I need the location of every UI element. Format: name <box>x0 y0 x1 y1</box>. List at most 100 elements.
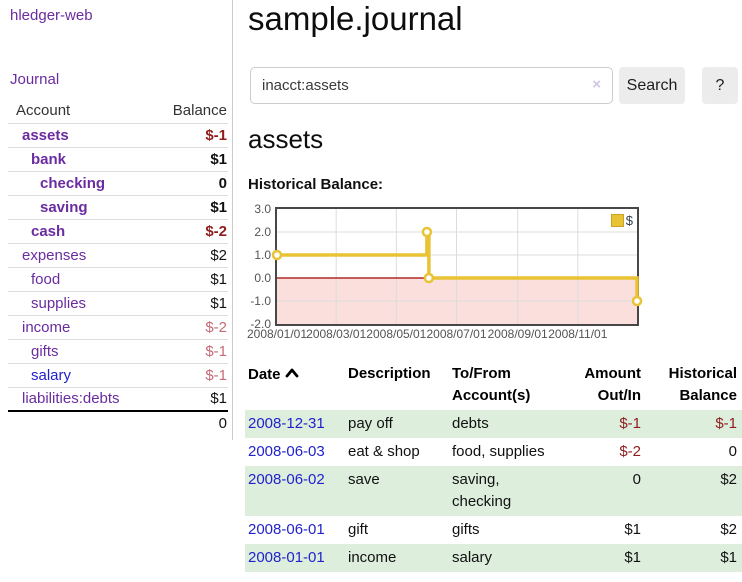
accounts-total-value: 0 <box>155 410 228 435</box>
register-description-cell: gift <box>348 521 369 538</box>
search-input[interactable] <box>250 67 613 104</box>
x-axis-tick-label: 2008/09/01 <box>487 327 548 341</box>
transaction-date-link[interactable]: 2008-06-02 <box>248 471 325 488</box>
accounts-col-balance: Balance <box>172 102 227 120</box>
register-col-balance: Historical Balance <box>668 365 737 404</box>
account-name-cell: cash <box>8 218 156 243</box>
register-accounts-cell: salary <box>449 544 560 572</box>
transaction-date-link[interactable]: 2008-01-01 <box>248 549 325 566</box>
chart-canvas <box>271 209 643 324</box>
account-balance: $1 <box>155 266 228 291</box>
chart-legend: $ <box>609 212 634 229</box>
register-row[interactable]: 2008-06-02 save saving, checking 0 $2 <box>245 466 742 516</box>
account-balance: 0 <box>155 170 228 195</box>
register-row[interactable]: 2008-06-03 eat & shop food, supplies $-2 0 <box>245 438 742 466</box>
legend-label: $ <box>625 213 633 228</box>
account-row: food $1 <box>8 266 228 291</box>
account-name-cell: bank <box>8 146 156 171</box>
register-col-amount: Amount Out/In <box>584 365 641 404</box>
y-axis-tick-label: 2.0 <box>254 225 271 239</box>
register-description-cell: pay off <box>345 410 449 438</box>
search-button[interactable]: Search <box>619 67 685 104</box>
register-date-cell: 2008-06-03 <box>245 438 345 466</box>
y-axis-tick-label: 1.0 <box>254 248 271 262</box>
register-row[interactable]: 2008-06-01 gift gifts $1 $2 <box>245 516 742 544</box>
x-axis-tick-label: 2008/03/01 <box>306 327 367 341</box>
register-row[interactable]: 2008-01-01 income salary $1 $1 <box>245 544 742 572</box>
account-balance: $1 <box>155 386 228 411</box>
register-balance-cell: $1 <box>646 544 742 572</box>
register-col-date[interactable]: Date <box>245 360 345 410</box>
account-link[interactable]: expenses <box>22 246 87 264</box>
account-name-cell: gifts <box>8 338 156 363</box>
register-balance-cell: $2 <box>720 521 737 538</box>
account-name-cell: liabilities:debts <box>8 386 156 411</box>
y-axis-tick-label: 3.0 <box>254 202 271 216</box>
account-balance: $1 <box>155 146 228 171</box>
account-link[interactable]: income <box>22 318 71 336</box>
accounts-total-spacer <box>8 410 156 435</box>
register-header-row: Date Description To/From Account(s) Amou… <box>245 360 742 410</box>
page-title: sample.journal <box>248 0 463 37</box>
register-accounts-cell: saving, checking <box>449 466 560 516</box>
y-axis-tick-label: 0.0 <box>254 271 271 285</box>
account-link[interactable]: checking <box>40 174 106 192</box>
account-balance: $-2 <box>155 314 228 339</box>
account-row: liabilities:debts $1 <box>8 386 228 411</box>
clear-search-icon[interactable]: × <box>592 76 601 93</box>
transaction-date-link[interactable]: 2008-12-31 <box>248 415 325 432</box>
account-row: gifts $-1 <box>8 338 228 363</box>
account-name-cell: checking <box>8 170 156 195</box>
account-row: cash $-2 <box>8 218 228 243</box>
account-balance: $1 <box>155 290 228 315</box>
help-button[interactable]: ? <box>702 67 738 104</box>
register-balance-cell: 0 <box>728 443 737 460</box>
register-date-cell: 2008-12-31 <box>245 410 345 438</box>
account-link[interactable]: supplies <box>31 294 87 312</box>
account-row: saving $1 <box>8 194 228 219</box>
account-name-cell: assets <box>8 122 156 147</box>
app-title-link[interactable]: hledger-web <box>10 7 93 24</box>
account-name-cell: saving <box>8 194 156 219</box>
register-amount-cell: $1 <box>560 544 646 572</box>
account-row: salary $-1 <box>8 362 228 387</box>
transaction-date-link[interactable]: 2008-06-01 <box>248 521 325 538</box>
register-accounts-cell: debts <box>449 410 560 438</box>
register-description-cell: eat & shop <box>348 443 420 460</box>
account-name-cell: salary <box>8 362 156 387</box>
account-link[interactable]: cash <box>31 222 66 240</box>
data-point-marker <box>421 226 433 238</box>
account-link[interactable]: liabilities:debts <box>22 390 120 408</box>
account-link[interactable]: gifts <box>31 342 59 360</box>
chart-plot-area: $ <box>271 207 643 326</box>
data-point-marker <box>271 249 283 261</box>
register-amount-cell: $-2 <box>619 443 641 460</box>
account-link[interactable]: saving <box>40 198 88 216</box>
register-description-cell: save <box>345 466 449 516</box>
register-table: Date Description To/From Account(s) Amou… <box>245 360 742 572</box>
account-row: checking 0 <box>8 170 228 195</box>
account-balance: $2 <box>155 242 228 267</box>
y-axis-tick-label: -1.0 <box>250 294 271 308</box>
account-row: bank $1 <box>8 146 228 171</box>
account-name-cell: supplies <box>8 290 156 315</box>
account-link[interactable]: assets <box>22 126 69 144</box>
chart-title: Historical Balance: <box>248 176 384 193</box>
account-balance: $-1 <box>155 362 228 387</box>
sidebar-item-journal[interactable]: Journal <box>10 71 60 88</box>
legend-swatch-icon <box>610 214 624 227</box>
account-row: income $-2 <box>8 314 228 339</box>
data-point-marker <box>631 295 643 307</box>
account-link[interactable]: bank <box>31 150 67 168</box>
account-link[interactable]: food <box>31 270 61 288</box>
account-link[interactable]: salary <box>31 366 72 384</box>
transaction-date-link[interactable]: 2008-06-03 <box>248 443 325 460</box>
account-row: expenses $2 <box>8 242 228 267</box>
account-row: supplies $1 <box>8 290 228 315</box>
register-amount-cell: $1 <box>624 521 641 538</box>
register-description-cell: income <box>345 544 449 572</box>
register-accounts-cell: gifts <box>452 521 480 538</box>
register-row[interactable]: 2008-12-31 pay off debts $-1 $-1 <box>245 410 742 438</box>
sidebar: hledger-web Journal Account Balance asse… <box>0 0 233 440</box>
